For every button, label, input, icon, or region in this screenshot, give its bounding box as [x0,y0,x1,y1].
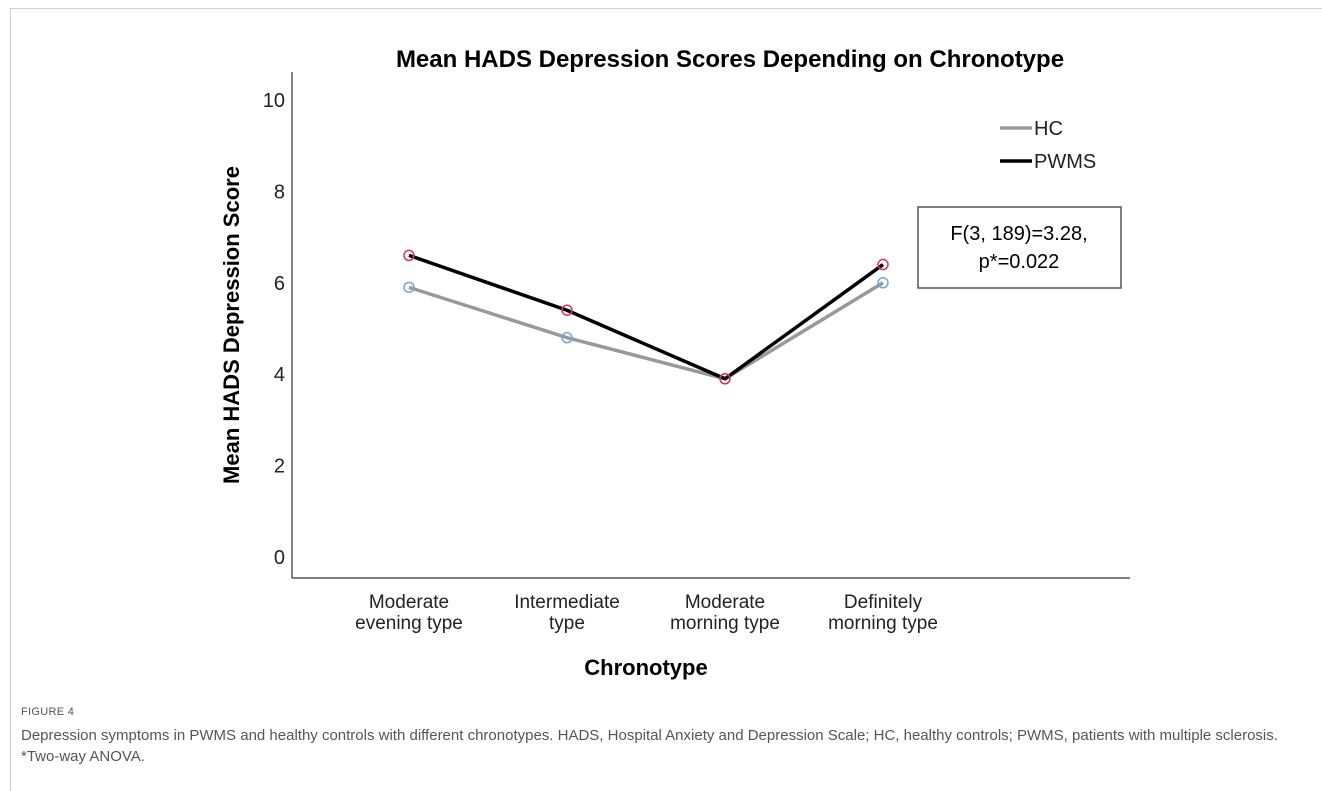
x-tick-label: type [549,613,585,634]
x-axis-label: Chronotype [584,655,707,680]
line-chart: Mean HADS Depression Scores Depending on… [219,46,1130,680]
y-tick-label: 6 [274,273,285,295]
y-tick-label: 2 [274,456,285,478]
chart-title: Mean HADS Depression Scores Depending on… [396,46,1064,73]
series-line-hc [408,281,884,381]
series-line-pwms [408,253,885,381]
x-tick-label: Moderate [369,592,449,613]
y-tick-label: 4 [274,364,285,386]
point-hc [561,331,573,344]
x-tick-label: morning type [670,613,780,634]
stats-annotation: F(3, 189)=3.28, p*=0.022 [917,206,1122,289]
legend-label-pwms: PWMS [1034,151,1096,173]
series-layer [403,249,889,385]
legend-label-hc: HC [1034,118,1063,140]
point-pwms [403,249,415,262]
x-tick-label: evening type [355,613,463,634]
point-hc [403,281,415,294]
figure-label: FIGURE 4 [21,706,75,718]
x-tick-label: morning type [828,613,938,634]
point-pwms [719,373,731,385]
point-hc [877,277,889,289]
y-axis-label: Mean HADS Depression Score [219,166,244,484]
figure-frame [10,8,1322,791]
annotation-line-2: p*=0.022 [979,251,1060,273]
point-pwms [561,304,573,316]
y-tick-label: 8 [274,181,285,203]
x-tick-label: Definitely [844,592,923,613]
annotation-line-1: F(3, 189)=3.28, [950,223,1087,245]
x-tick-label: Intermediate [514,592,620,613]
y-tick-label: 0 [274,547,285,569]
legend: HC PWMS [1000,118,1096,173]
figure-caption: Depression symptoms in PWMS and healthy … [21,727,1278,765]
annotation-box [917,206,1122,289]
x-tick-label: Moderate [685,592,765,613]
y-tick-label: 10 [263,90,285,112]
point-pwms [877,258,889,271]
y-axis: 0 2 4 6 8 10 [263,72,293,578]
